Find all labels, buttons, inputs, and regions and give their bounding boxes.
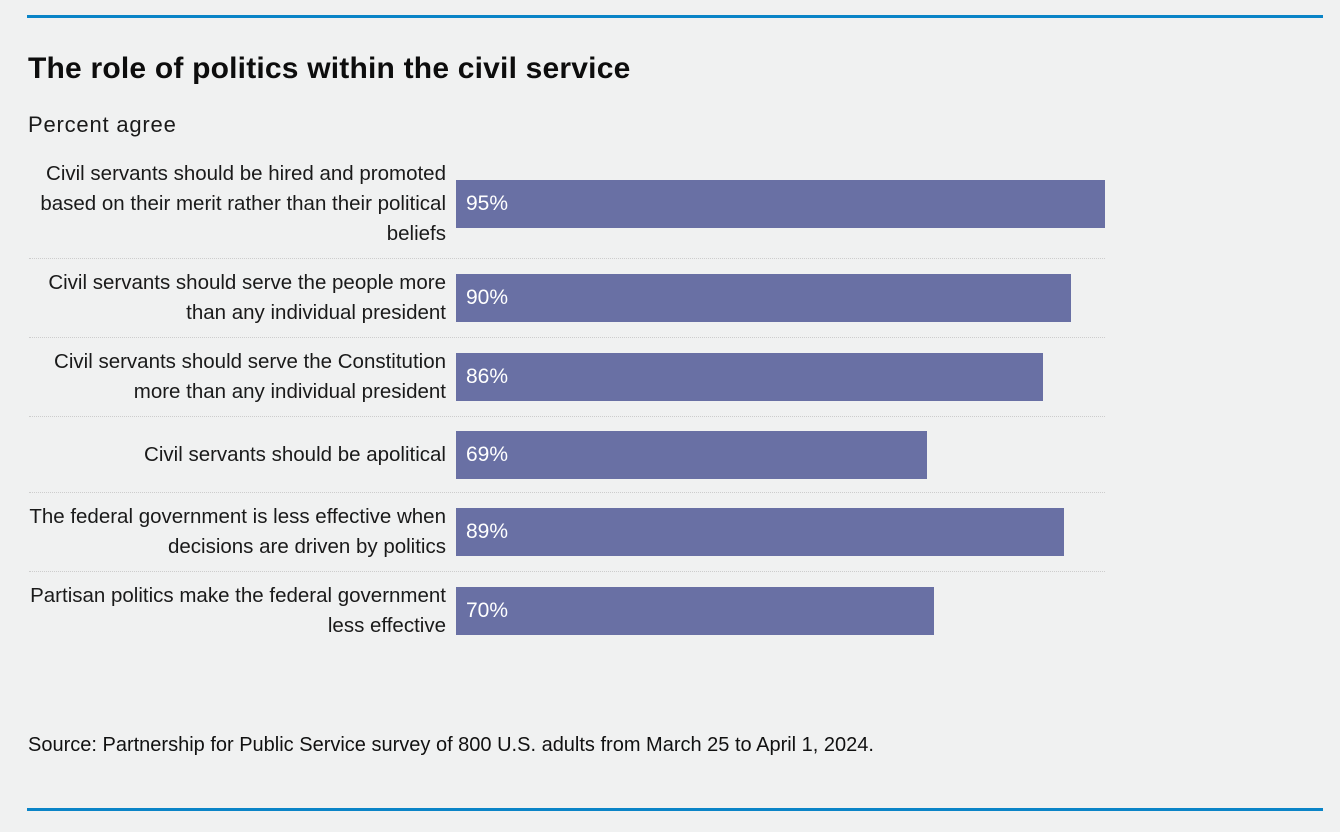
bar-area: 90% bbox=[456, 274, 1105, 322]
category-label: Civil servants should serve the Constitu… bbox=[54, 350, 446, 403]
bar-area: 70% bbox=[456, 587, 1105, 635]
bar: 70% bbox=[456, 587, 935, 635]
bar: 69% bbox=[456, 430, 928, 479]
category-label: Civil servants should be hired and promo… bbox=[40, 162, 446, 245]
bar-value-label: 90% bbox=[466, 286, 509, 309]
bar-area: 89% bbox=[456, 508, 1105, 556]
bottom-accent-rule bbox=[27, 808, 1323, 811]
bar: 86% bbox=[456, 353, 1044, 401]
bar: 95% bbox=[456, 180, 1105, 228]
chart-row: Civil servants should be hired and promo… bbox=[29, 150, 1105, 258]
bar-area: 86% bbox=[456, 353, 1105, 401]
chart-subtitle: Percent agree bbox=[28, 112, 177, 137]
category-label: Civil servants should be apolitical bbox=[144, 442, 446, 466]
page-title: The role of politics within the civil se… bbox=[28, 52, 631, 85]
bar-area: 69% bbox=[456, 430, 1105, 479]
top-accent-rule bbox=[27, 15, 1323, 18]
bar-value-label: 89% bbox=[466, 520, 509, 543]
bar-value-label: 69% bbox=[466, 442, 509, 466]
chart-row: Partisan politics make the federal gover… bbox=[29, 571, 1105, 650]
bar-value-label: 70% bbox=[466, 599, 509, 622]
category-label: Partisan politics make the federal gover… bbox=[30, 584, 446, 637]
bar-chart: Civil servants should be hired and promo… bbox=[29, 150, 1105, 650]
bar: 89% bbox=[456, 508, 1064, 556]
bar-value-label: 86% bbox=[466, 365, 509, 388]
bar-value-label: 95% bbox=[466, 192, 509, 215]
source-note: Source: Partnership for Public Service s… bbox=[28, 734, 874, 756]
bar: 90% bbox=[456, 274, 1071, 322]
chart-row: Civil servants should serve the people m… bbox=[29, 258, 1105, 337]
chart-row: Civil servants should be apolitical 69% bbox=[29, 416, 1105, 492]
category-label: The federal government is less effective… bbox=[29, 505, 446, 558]
chart-row: Civil servants should serve the Constitu… bbox=[29, 337, 1105, 416]
category-label: Civil servants should serve the people m… bbox=[48, 271, 446, 324]
bar-area: 95% bbox=[456, 180, 1105, 228]
chart-row: The federal government is less effective… bbox=[29, 492, 1105, 571]
